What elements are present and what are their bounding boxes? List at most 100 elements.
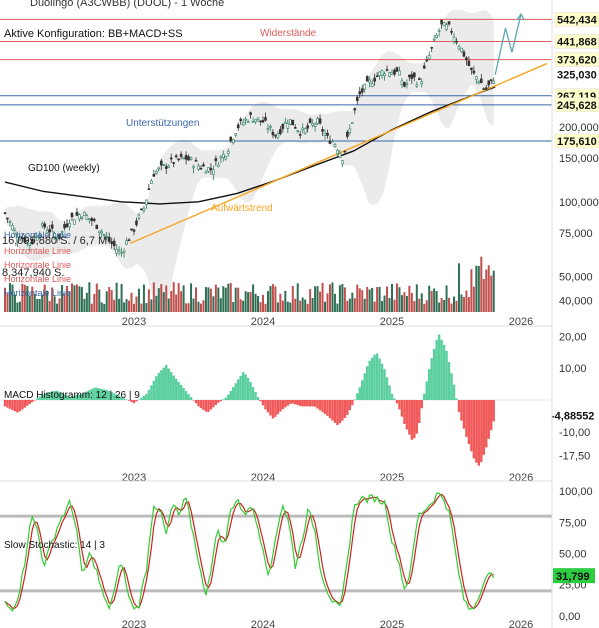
candle	[487, 80, 491, 86]
macd-bar	[291, 400, 294, 404]
macd-bar	[306, 400, 309, 407]
candle	[363, 83, 367, 90]
macd-bar	[236, 379, 240, 400]
candle	[150, 180, 153, 184]
candle	[95, 224, 99, 230]
macd-bar	[333, 400, 337, 423]
macd-bar	[321, 400, 324, 413]
macd-bar	[480, 400, 483, 463]
macd-bar	[202, 400, 205, 410]
volume-bar	[326, 293, 329, 312]
candle	[313, 123, 317, 127]
candle	[266, 128, 270, 130]
candle	[102, 234, 106, 236]
macd-bar	[78, 394, 81, 400]
candle	[413, 72, 416, 78]
candle	[93, 218, 96, 221]
candle	[301, 127, 304, 131]
candle	[445, 24, 448, 30]
candle	[489, 79, 493, 81]
volume-bar	[214, 284, 217, 312]
macd-bar	[165, 365, 168, 400]
macd-bar	[432, 348, 436, 400]
volume-bar	[16, 302, 19, 312]
macd-bar	[460, 400, 463, 421]
volume-bar	[6, 293, 9, 312]
candle	[492, 80, 496, 84]
candle	[427, 55, 431, 60]
volume-bar	[252, 284, 255, 312]
macd-bar	[58, 391, 61, 400]
volume-bar	[438, 302, 441, 312]
candle	[43, 223, 46, 228]
macd-bar	[418, 400, 421, 424]
macd-bar	[110, 392, 113, 400]
volume-bar	[286, 301, 289, 312]
volume-bar	[234, 287, 237, 312]
macd-bar	[197, 400, 200, 407]
candle	[38, 234, 42, 237]
macd-bar	[452, 384, 456, 400]
macd-bar	[462, 400, 466, 429]
candle	[217, 164, 220, 168]
volume-bar	[353, 298, 356, 312]
candle	[142, 207, 146, 211]
volume-bar	[103, 303, 106, 312]
macd-bar	[311, 400, 314, 407]
volume-bar	[368, 289, 371, 312]
volume-bar	[405, 295, 408, 312]
macd-x-tick: 2023	[122, 472, 146, 484]
macd-bar	[120, 397, 123, 400]
macd-bar	[244, 374, 247, 400]
macd-bar	[425, 381, 428, 400]
volume-bar	[217, 287, 220, 312]
macd-bar	[328, 400, 332, 419]
volume-bar	[324, 301, 327, 312]
macd-bar	[115, 394, 118, 400]
candle	[261, 120, 265, 123]
macd-bar	[229, 390, 232, 400]
candle	[8, 221, 12, 223]
candle	[184, 155, 188, 160]
horizontal-line-label: Horizontale Linie	[4, 274, 71, 284]
price-level-label: 373,620	[557, 55, 597, 67]
volume-bar	[41, 294, 44, 312]
macd-y-tick: 10,00	[559, 363, 587, 375]
price-level-badge	[554, 97, 599, 113]
macd-bar	[103, 389, 106, 400]
macd-bar	[105, 390, 108, 400]
volume-bar	[440, 298, 443, 312]
candle	[338, 153, 342, 158]
macd-bar	[492, 400, 495, 422]
candle	[199, 167, 203, 170]
candle	[65, 223, 69, 227]
volume-bar	[284, 290, 287, 312]
candle	[135, 220, 138, 226]
candle	[440, 19, 443, 25]
volume-bar	[477, 265, 480, 312]
candle	[388, 72, 391, 77]
volume-bar	[227, 283, 230, 312]
volume-bar	[492, 270, 495, 312]
macd-bar	[284, 400, 287, 408]
volume-bar	[301, 297, 304, 312]
macd-bar	[125, 399, 128, 401]
candle	[239, 118, 242, 122]
macd-bar	[301, 400, 304, 407]
candle	[279, 129, 282, 135]
volume-bar	[125, 299, 128, 312]
price-level-label: 175,610	[557, 136, 597, 148]
candle	[137, 214, 141, 219]
volume-bar	[73, 285, 76, 312]
volume-bar	[316, 286, 319, 312]
volume-bar	[88, 282, 91, 312]
candle	[370, 83, 374, 87]
volume-bar	[480, 256, 483, 312]
candle	[348, 128, 352, 133]
macd-bar	[281, 400, 285, 410]
volume-bar	[56, 303, 59, 312]
volume-bar	[428, 285, 431, 312]
stoch-d-line	[4, 493, 494, 610]
macd-bar	[224, 397, 227, 400]
candle	[373, 77, 376, 82]
